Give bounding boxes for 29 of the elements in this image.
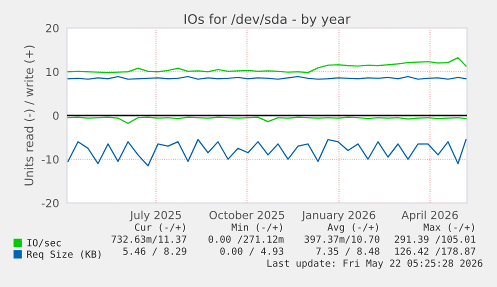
text: Max (-/+) <box>424 223 474 232</box>
y-tick-label: -10 <box>42 155 59 164</box>
text: 0.00 /271.12m <box>208 235 284 244</box>
text: 291.39 /105.01 <box>394 235 476 244</box>
y-tick-label: -20 <box>42 198 59 208</box>
text: Avg (-/+) <box>328 223 378 233</box>
text: 7.35 / 8.48 <box>316 247 380 256</box>
text: 732.63m/11.37 <box>112 235 186 244</box>
text: 0.00 / 4.93 <box>220 247 284 256</box>
y-tick-label: 20 <box>46 24 59 32</box>
x-tick-label: July 2025 <box>130 210 181 222</box>
text: Last update: Fri May 22 05:25:28 2026 <box>267 259 482 269</box>
line-series <box>67 116 467 124</box>
y-axis-title: Units read (-) / write (+) <box>24 46 35 186</box>
text: Min (-/+) <box>232 223 282 232</box>
text: Cur (-/+) <box>134 223 185 232</box>
chart-title: IOs for /dev/sda - by year <box>184 14 351 27</box>
x-tick-label: April 2026 <box>401 210 458 222</box>
line-series <box>67 57 467 74</box>
x-tick-label: January 2026 <box>301 210 376 222</box>
legend-label: Req Size (KB) <box>27 250 101 260</box>
y-tick-label: 10 <box>46 68 59 76</box>
text: 397.37m/10.70 <box>304 235 380 244</box>
y-tick-label: 0 <box>53 111 59 120</box>
legend-label: IO/sec <box>27 239 61 248</box>
text: 5.46 / 8.29 <box>123 247 186 256</box>
line-series <box>67 138 467 166</box>
text: 126.42 /178.87 <box>395 247 476 256</box>
x-tick-label: October 2025 <box>209 210 284 220</box>
